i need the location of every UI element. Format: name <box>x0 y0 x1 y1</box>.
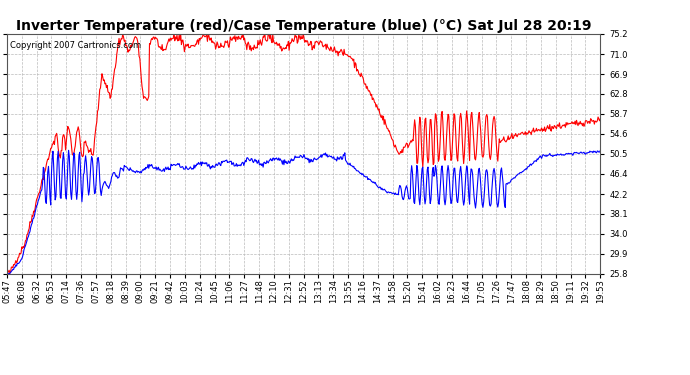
Text: Copyright 2007 Cartronics.com: Copyright 2007 Cartronics.com <box>10 41 141 50</box>
Title: Inverter Temperature (red)/Case Temperature (blue) (°C) Sat Jul 28 20:19: Inverter Temperature (red)/Case Temperat… <box>16 19 591 33</box>
